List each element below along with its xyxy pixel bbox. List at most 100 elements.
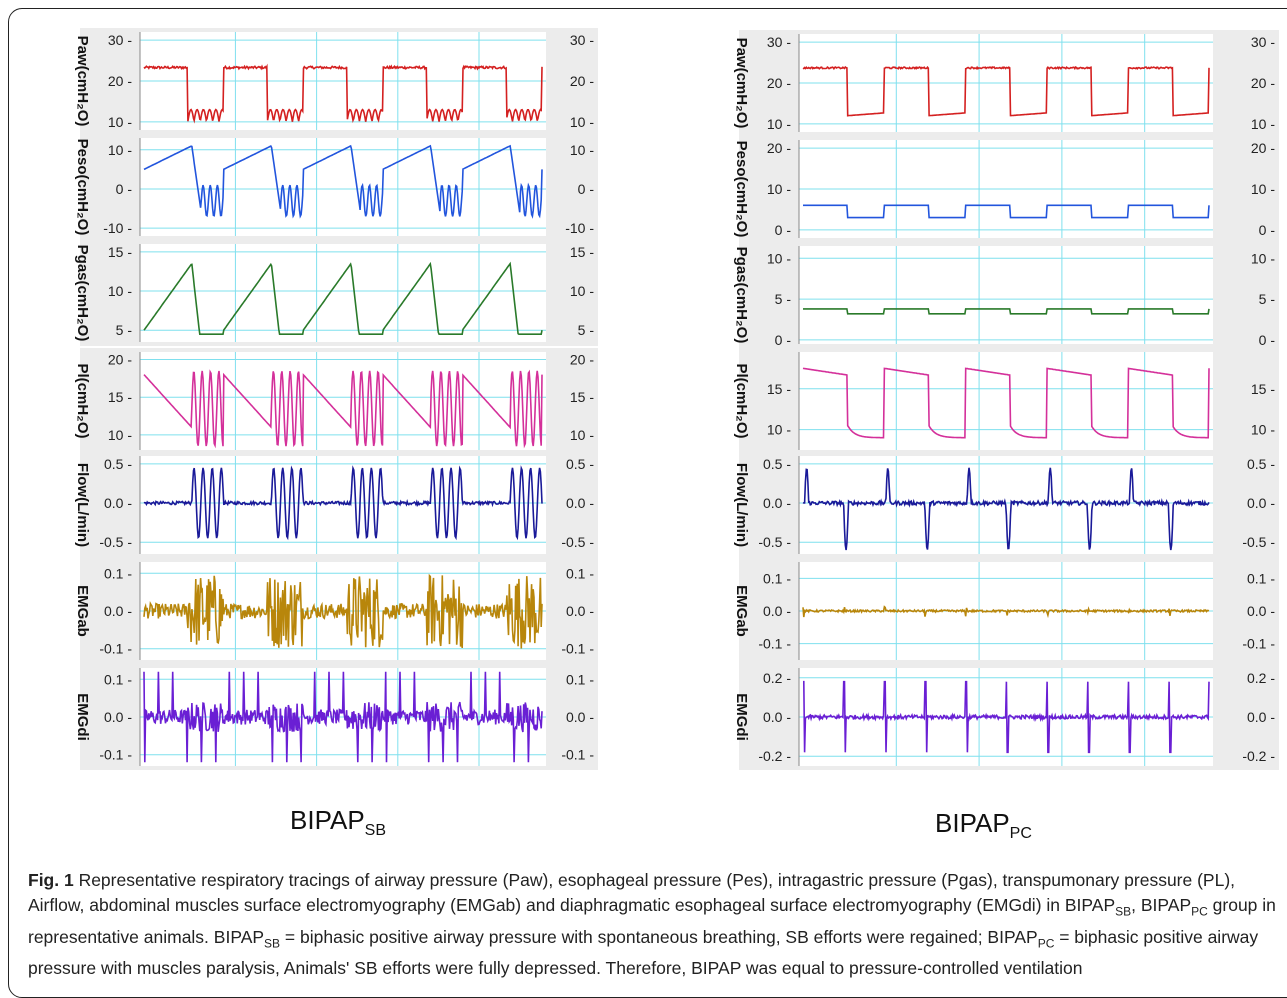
condition-label-sb-sub: SB (364, 822, 387, 840)
tick-label-left: 0.1 - (763, 570, 791, 586)
caption-text-5: = biphasic positive airway pressure with… (28, 926, 1259, 979)
tick-label-left: 20 - (767, 75, 791, 91)
tick-label-left: 10 - (767, 422, 791, 438)
plot-area (140, 138, 546, 236)
tick-label-right: 0.1 - (566, 565, 594, 581)
tick-label-right: -10 - (565, 220, 594, 236)
caption-sub-3: SB (264, 936, 281, 950)
tick-label-left: 0 - (116, 181, 133, 197)
y-axis-label-pgas: Pgas(cmH₂O) (74, 245, 91, 342)
tick-label-left: 20 - (108, 73, 132, 89)
tick-label-right: 20 - (1251, 75, 1275, 91)
panel-pgas: 15 - 15 - 10 - 10 - 5 - 5 - Pgas(cmH₂O) (74, 240, 598, 346)
caption-text-2: , BIPAP (1131, 895, 1192, 915)
panel-pl: 20 - 20 - 15 - 15 - 10 - 10 - Pl(cmH₂O) (74, 348, 598, 454)
tick-label-right: 0.5 - (1247, 456, 1275, 472)
trace-emgdi (803, 680, 1210, 754)
panel-peso: 10 - 10 - 0 - 0 - -10 - -10 - Peso(cmH₂O) (74, 134, 598, 240)
panel-flow: 0.5 - 0.5 - 0.0 - 0.0 - -0.5 - -0.5 - Flow(L/m… (74, 452, 598, 558)
tick-label-left: 15 - (767, 381, 791, 397)
tick-label-left: 0.1 - (104, 671, 132, 687)
tick-label-left: 0 - (775, 332, 792, 348)
tick-label-right: 0 - (1259, 222, 1276, 238)
tick-label-right: 5 - (578, 322, 595, 338)
trace-pgas (803, 308, 1210, 315)
tick-label-right: 20 - (570, 73, 594, 89)
y-axis-label-emgdi: EMGdi (733, 693, 750, 741)
tick-label-right: 0.0 - (1247, 603, 1275, 619)
tick-label-right: 0.0 - (1247, 495, 1275, 511)
tick-label-right: 30 - (1251, 34, 1275, 50)
tick-label-right: 10 - (1251, 422, 1275, 438)
y-axis-label-paw: Paw(cmH₂O) (74, 36, 91, 127)
tick-label-right: -0.1 - (561, 641, 594, 657)
tick-label-right: 15 - (570, 244, 594, 260)
tick-label-left: -10 - (103, 220, 132, 236)
trace-peso (143, 144, 543, 219)
trace-flow (802, 467, 1210, 551)
y-axis-label-pl: Pl(cmH₂O) (733, 363, 750, 438)
panel-flow: 0.5 - 0.5 - 0.0 - 0.0 - -0.5 - -0.5 - Flow(L/m… (733, 452, 1279, 558)
y-axis-label-pl: Pl(cmH₂O) (74, 363, 91, 438)
tick-label-left: 5 - (116, 322, 133, 338)
tick-label-right: 0.0 - (566, 495, 594, 511)
trace-pl (143, 369, 543, 449)
tick-label-right: -0.2 - (1242, 748, 1275, 764)
tick-label-left: 30 - (767, 34, 791, 50)
trace-peso (803, 204, 1210, 219)
tick-label-left: 0 - (775, 222, 792, 238)
caption-text-3: group in representative animals. BIPAP (28, 895, 1276, 947)
trace-paw (802, 65, 1210, 117)
y-axis-label-paw: Paw(cmH₂O) (733, 38, 750, 129)
panel-pl: 15 - 15 - 10 - 10 - Pl(cmH₂O) (733, 348, 1279, 454)
tick-label-left: 10 - (767, 250, 791, 266)
y-axis-label-emgdi: EMGdi (74, 693, 91, 741)
figure-number: Fig. 1 (28, 870, 74, 890)
chart-bipap-pc: 30 -30 -20 -20 -10 -10 - Paw(cmH₂O) 20 -20… (693, 22, 1287, 780)
y-axis-label-emgab: EMGab (733, 585, 750, 637)
panel-pgas: 10 - 10 - 5 - 5 - 0 - 0 - Pgas(cmH₂O) (733, 242, 1279, 348)
tick-label-left: 20 - (108, 352, 132, 368)
condition-label-pc: BIPAPPC (935, 808, 1032, 843)
caption-sub-2: PC (1191, 904, 1208, 919)
chart-bipap-sb: 30 -30 -20 -20 -10 -10 - Paw(cmH₂O) 10 -10… (22, 22, 600, 780)
tick-label-left: 10 - (767, 181, 791, 197)
y-axis-label-flow: Flow(L/min) (733, 463, 750, 547)
panel-emgdi: 0.1 - 0.1 - 0.0 - 0.0 - -0.1 - -0.1 - EMGdi (74, 664, 598, 770)
tick-label-left: -0.2 - (758, 748, 791, 764)
tick-label-left: 15 - (108, 244, 132, 260)
tick-label-right: -0.1 - (561, 747, 594, 763)
tick-label-right: 30 - (570, 32, 594, 48)
y-axis-label-pgas: Pgas(cmH₂O) (733, 247, 750, 344)
panel-peso: 20 - 20 - 10 - 10 - 0 - 0 - Peso(cmH₂O) (733, 136, 1279, 242)
tick-label-left: 30 - (108, 32, 132, 48)
trace-pgas (143, 261, 543, 336)
tick-label-left: -0.1 - (758, 636, 791, 652)
tick-label-left: 0.1 - (104, 565, 132, 581)
y-axis-label-emgab: EMGab (74, 585, 91, 637)
figure-caption: Fig. 1 Representative respiratory tracin… (28, 868, 1278, 981)
tick-label-right: 0.2 - (1247, 670, 1275, 686)
tick-label-left: 0.0 - (104, 495, 132, 511)
tick-label-left: 0.5 - (104, 456, 132, 472)
trace-flow (143, 465, 543, 541)
tick-label-left: 10 - (108, 142, 132, 158)
tick-label-left: 0.0 - (763, 709, 791, 725)
tick-label-right: -0.5 - (1242, 534, 1275, 550)
condition-label-sb-base: BIPAP (290, 805, 365, 835)
tick-label-left: 10 - (108, 427, 132, 443)
tick-label-right: -0.5 - (561, 534, 594, 550)
tick-label-left: 0.2 - (763, 670, 791, 686)
panel-emgdi: 0.2 - 0.2 - 0.0 - 0.0 - -0.2 - -0.2 - EMGdi (733, 664, 1279, 770)
tick-label-right: 0 - (578, 181, 595, 197)
tick-label-left: -0.1 - (99, 747, 132, 763)
trace-pl (802, 367, 1210, 439)
tick-label-right: 0 - (1259, 332, 1276, 348)
tick-label-left: 15 - (108, 389, 132, 405)
tick-label-right: 20 - (1251, 140, 1275, 156)
y-axis-label-peso: Peso(cmH₂O) (733, 141, 750, 238)
caption-text-4: = biphasic positive airway pressure with… (280, 926, 1038, 947)
y-axis-label-peso: Peso(cmH₂O) (74, 139, 91, 236)
tick-label-right: 10 - (570, 142, 594, 158)
tick-label-left: -0.5 - (99, 534, 132, 550)
